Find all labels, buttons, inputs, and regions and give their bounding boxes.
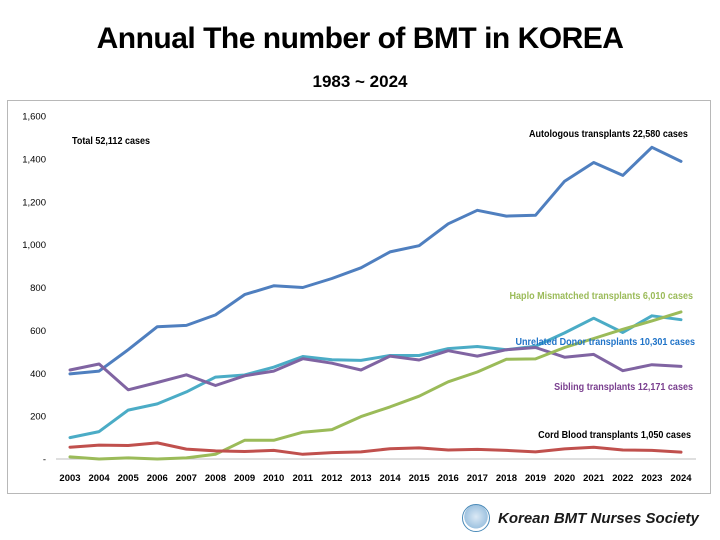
y-tick-label: 600 <box>30 326 46 337</box>
chart-frame <box>7 100 711 494</box>
x-tick-label: 2012 <box>321 473 342 484</box>
y-tick-label: 800 <box>30 283 46 294</box>
y-tick-label: 1,000 <box>22 240 46 251</box>
x-tick-label: 2022 <box>612 473 633 484</box>
x-tick-label: 2008 <box>205 473 226 484</box>
x-tick-label: 2019 <box>525 473 546 484</box>
x-tick-label: 2017 <box>467 473 488 484</box>
series-label: Autologous transplants 22,580 cases <box>529 128 688 140</box>
series-line <box>68 310 683 461</box>
y-tick-label: 1,400 <box>22 154 46 165</box>
y-tick-label: 200 <box>30 412 46 423</box>
x-tick-label: 2020 <box>554 473 575 484</box>
x-tick-label: 2013 <box>350 473 371 484</box>
x-tick-label: 2004 <box>89 473 111 484</box>
x-tick-label: 2011 <box>292 473 313 484</box>
y-tick-label: 1,200 <box>22 197 46 208</box>
chart-title: Annual The number of BMT in KOREA <box>96 22 624 55</box>
series-line <box>68 314 683 440</box>
series-label: Cord Blood transplants 1,050 cases <box>538 429 691 441</box>
x-tick-label: 2021 <box>583 473 605 484</box>
series-line <box>68 145 683 376</box>
x-tick-label: 2003 <box>59 473 80 484</box>
y-tick-label: 400 <box>30 369 46 380</box>
x-tick-label: 2009 <box>234 473 255 484</box>
series-label: Unrelated Donor transplants 10,301 cases <box>516 336 696 348</box>
x-tick-label: 2014 <box>379 473 401 484</box>
x-tick-label: 2018 <box>496 473 517 484</box>
y-tick-label: 1,600 <box>22 112 46 123</box>
x-tick-label: 2024 <box>670 473 692 484</box>
series-line <box>68 441 683 456</box>
x-tick-label: 2015 <box>409 473 431 484</box>
series-label: Haplo Mismatched transplants 6,010 cases <box>510 290 694 302</box>
x-tick-label: 2023 <box>641 473 662 484</box>
x-tick-label: 2007 <box>176 473 197 484</box>
society-logo-icon <box>462 504 490 532</box>
x-tick-label: 2010 <box>263 473 284 484</box>
x-tick-label: 2006 <box>147 473 168 484</box>
x-tick-label: 2005 <box>118 473 140 484</box>
series-label: Sibling transplants 12,171 cases <box>554 381 693 393</box>
organization-name: Korean BMT Nurses Society <box>498 509 699 527</box>
series-line <box>68 346 683 392</box>
total-annotation: Total 52,112 cases <box>72 135 151 147</box>
footer: Korean BMT Nurses Society <box>462 503 699 533</box>
chart-subtitle: 1983 ~ 2024 <box>312 72 408 91</box>
y-tick-label: - <box>43 455 46 466</box>
x-tick-label: 2016 <box>438 473 459 484</box>
